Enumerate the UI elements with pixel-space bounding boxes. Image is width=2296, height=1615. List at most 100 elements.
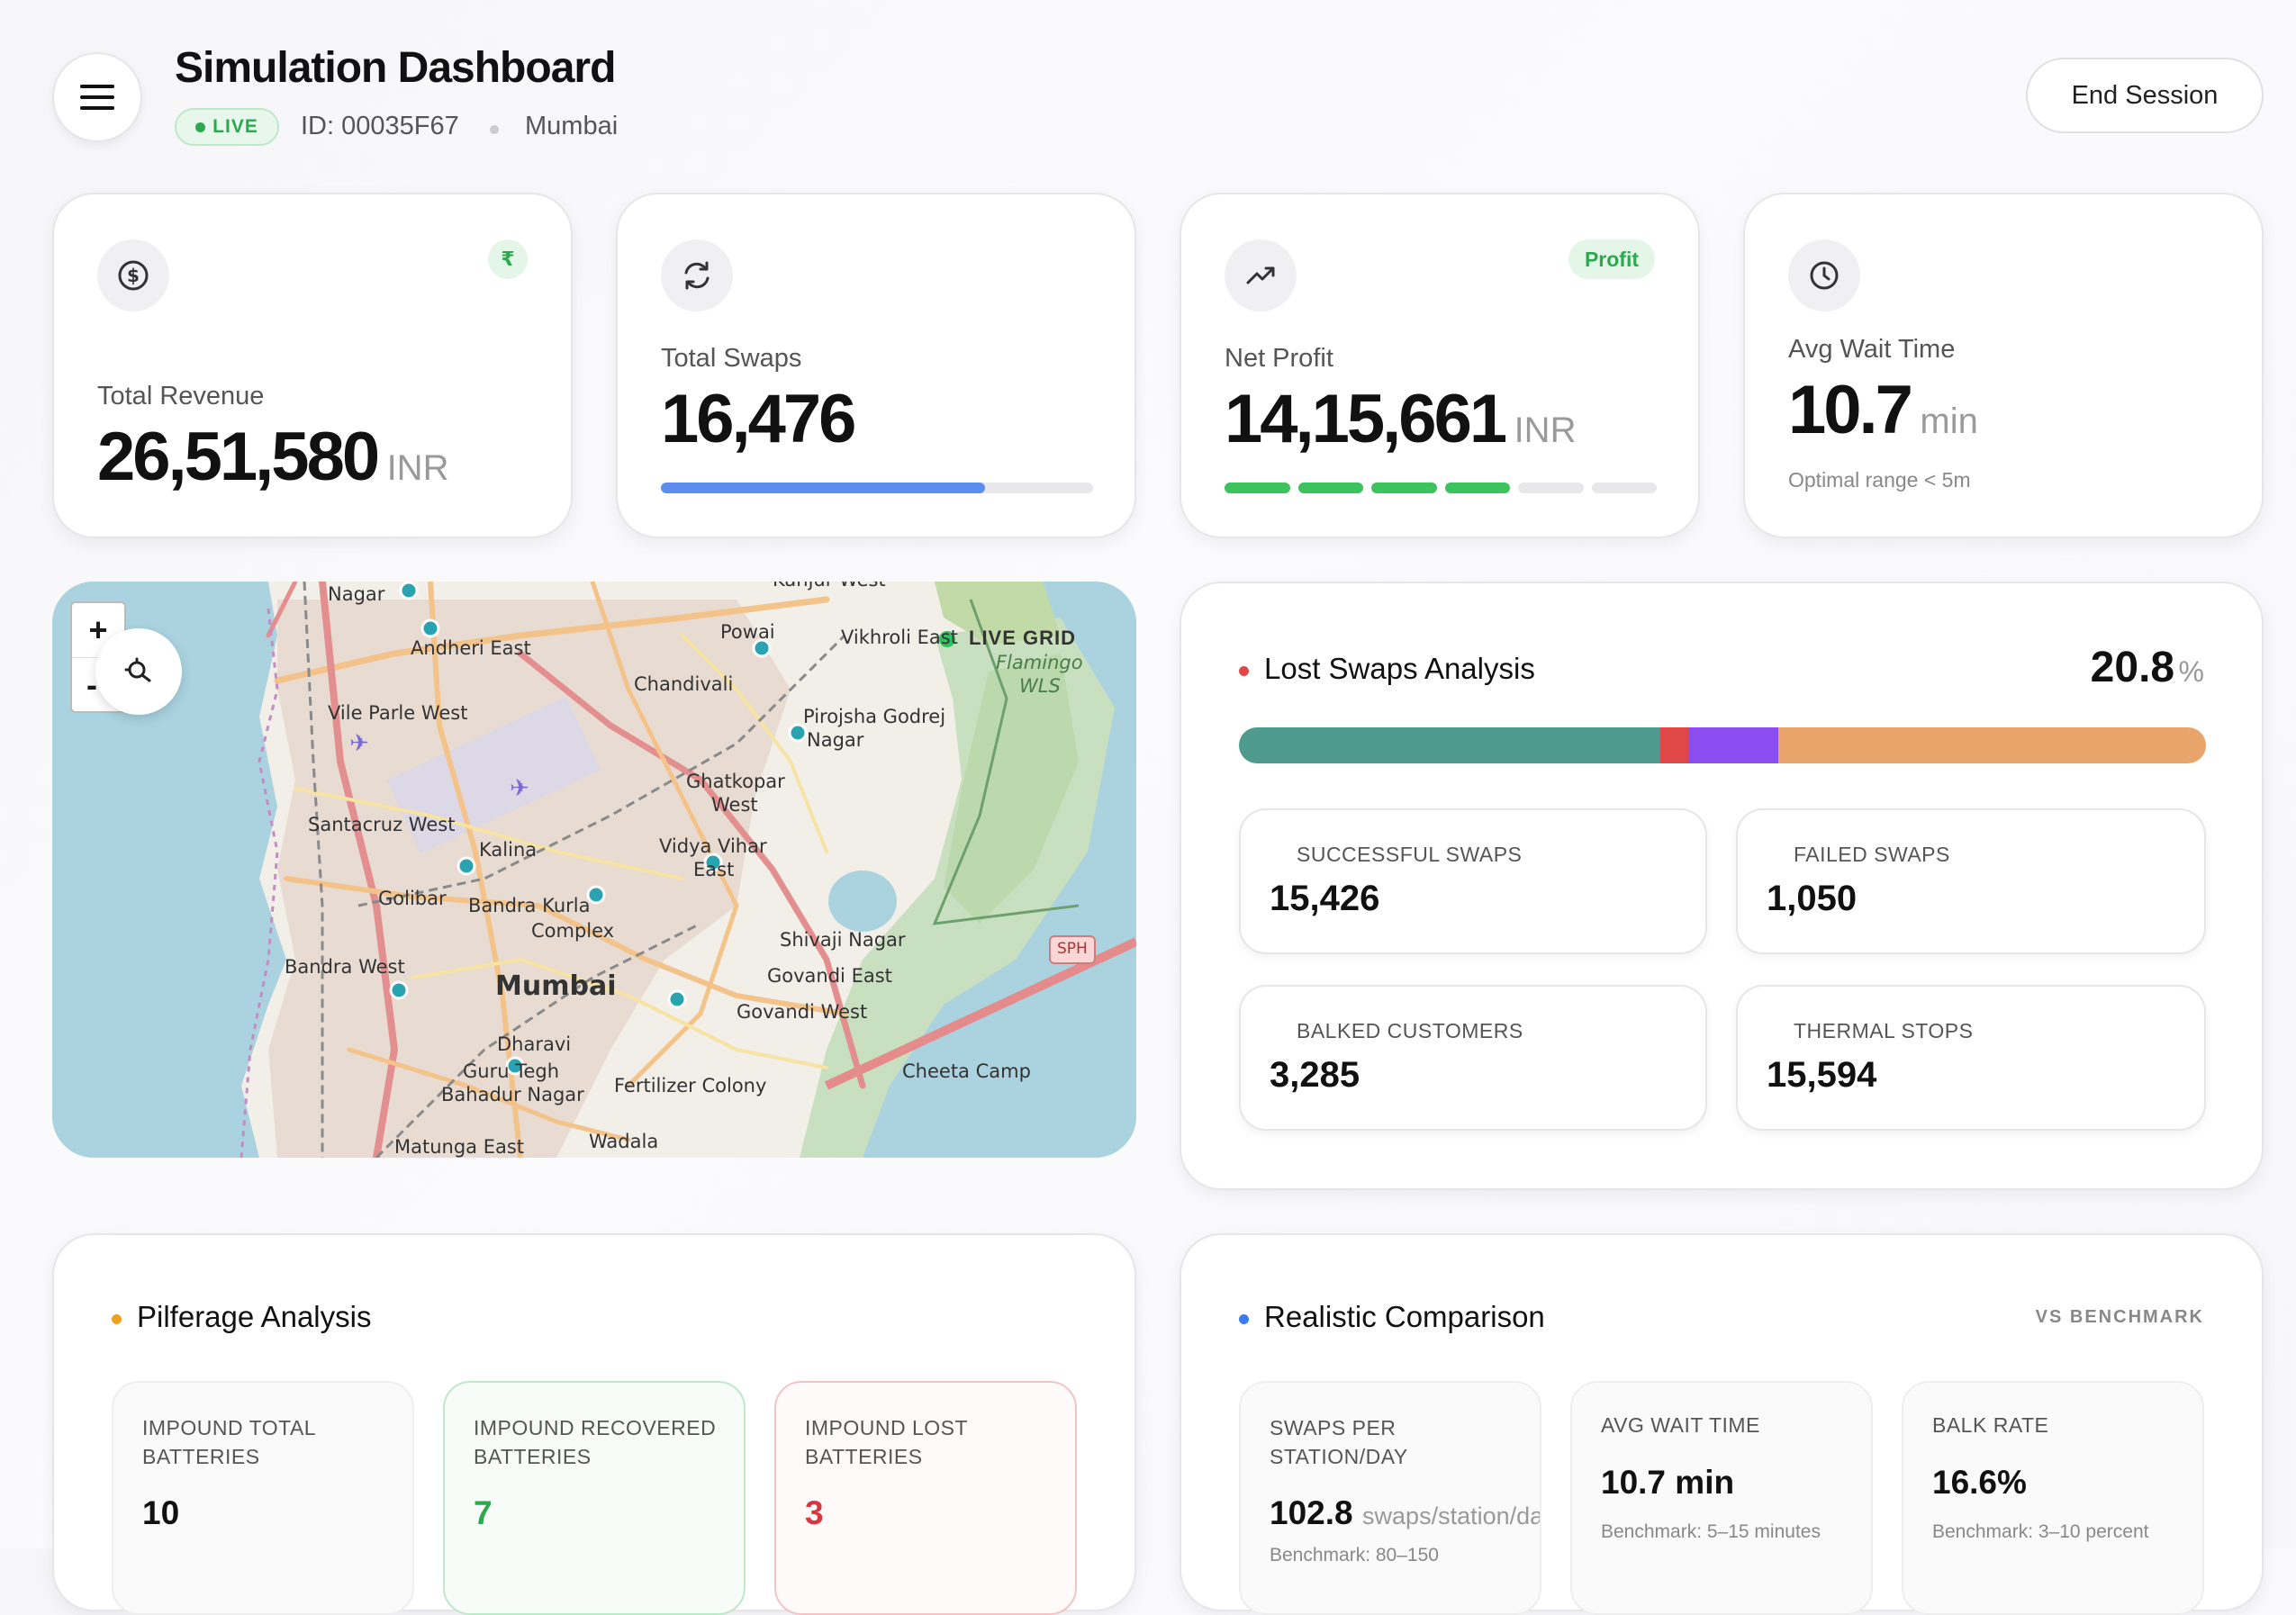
station-marker: [788, 723, 808, 743]
stat-thermal-stops: THERMAL STOPS 15,594: [1736, 985, 2206, 1131]
stat-benchmark: Benchmark: 3–10 percent: [1932, 1521, 2149, 1542]
lost-swaps-percent: 20.8: [2090, 644, 2175, 691]
end-session-button[interactable]: End Session: [2026, 58, 2264, 133]
pilferage-card: Pilferage Analysis IMPOUND TOTAL BATTERI…: [52, 1233, 1136, 1615]
wait-note: Optimal range < 5m: [1788, 468, 1971, 492]
station-marker: [752, 638, 772, 658]
comparison-card: Realistic Comparison VS BENCHMARK SWAPS …: [1180, 1233, 2264, 1615]
benchmark-tag: VS BENCHMARK: [2035, 1307, 2204, 1327]
profit-unit: INR: [1514, 411, 1577, 450]
station-marker: [389, 980, 409, 1000]
station-marker: [420, 618, 440, 638]
live-grid-label: LIVE GRID: [969, 627, 1077, 649]
revenue-card: $ ₹ Total Revenue 26,51,580 INR: [52, 193, 573, 538]
locate-icon: [124, 657, 151, 682]
profit-value-row: 14,15,661 INR: [1225, 380, 1576, 458]
lost-swaps-bar: [1239, 727, 2206, 763]
live-grid-marker: [939, 631, 955, 647]
lost-bar-segment-successful: [1239, 727, 1661, 763]
stat-value: 7: [474, 1494, 493, 1531]
station-marker: [399, 582, 419, 600]
wait-unit: min: [1920, 401, 1978, 441]
stat-label: FAILED SWAPS: [1794, 843, 1950, 866]
revenue-icon-wrap: $: [97, 239, 169, 311]
lost-swaps-percent-unit: %: [2178, 655, 2204, 688]
stat-label: SUCCESSFUL SWAPS: [1297, 843, 1523, 866]
stat-label: BALK RATE: [1932, 1413, 2049, 1437]
stat-value: 10.7 min: [1601, 1464, 1735, 1501]
stat-value: 3: [805, 1494, 824, 1531]
live-dot-icon: [195, 122, 206, 132]
lost-swaps-dot-icon: [1239, 666, 1249, 676]
station-marker: [667, 989, 687, 1009]
comparison-title: Realistic Comparison: [1264, 1300, 1545, 1333]
stat-balked-customers: BALKED CUSTOMERS 3,285: [1239, 985, 1707, 1131]
wait-card: Avg Wait Time 10.7 min Optimal range < 5…: [1743, 193, 2264, 538]
svg-text:$: $: [127, 265, 140, 286]
live-badge: LIVE: [175, 108, 279, 146]
menu-button[interactable]: [52, 52, 142, 142]
clock-icon: [1810, 261, 1839, 290]
stat-value-row: 102.8 swaps/station/day: [1270, 1494, 1541, 1532]
swaps-label: Total Swaps: [661, 344, 802, 373]
stat-benchmark: Benchmark: 5–15 minutes: [1601, 1521, 1821, 1542]
swaps-card: Total Swaps 16,476: [616, 193, 1136, 538]
lost-swaps-title: Lost Swaps Analysis: [1264, 652, 1535, 685]
hamburger-icon: [80, 85, 114, 110]
profit-segment: [1518, 483, 1584, 493]
wait-value: 10.7: [1788, 372, 1913, 448]
station-marker: [505, 1056, 525, 1076]
swaps-icon-wrap: [661, 239, 733, 311]
profit-segment: [1444, 483, 1510, 493]
stat-value: 102.8: [1270, 1494, 1353, 1531]
profit-segment: [1297, 483, 1363, 493]
profit-value: 14,15,661: [1225, 381, 1507, 457]
stat-balk-rate: BALK RATE 16.6% Benchmark: 3–10 percent: [1902, 1381, 2204, 1615]
wait-value-row: 10.7 min: [1788, 371, 1978, 449]
stat-value: 3,285: [1270, 1055, 1360, 1095]
stat-avg-wait: AVG WAIT TIME 10.7 min Benchmark: 5–15 m…: [1570, 1381, 1873, 1615]
session-id: ID: 00035F67: [301, 112, 459, 140]
station-markers: [389, 582, 808, 1076]
lost-bar-segment-balked: [1689, 727, 1779, 763]
stat-value: 15,426: [1270, 879, 1380, 918]
station-marker: [703, 853, 723, 872]
wait-label: Avg Wait Time: [1788, 335, 1956, 364]
profit-card: Profit Net Profit 14,15,661 INR: [1180, 193, 1700, 538]
stat-label: AVG WAIT TIME: [1601, 1413, 1760, 1437]
stat-label: IMPOUND TOTAL BATTERIES: [142, 1416, 316, 1468]
revenue-label: Total Revenue: [97, 382, 265, 411]
revenue-unit: INR: [386, 448, 449, 488]
stat-label: IMPOUND LOST BATTERIES: [805, 1416, 968, 1468]
stat-swaps-per-station: SWAPS PER STATION/DAY 102.8 swaps/statio…: [1239, 1381, 1541, 1615]
wait-icon-wrap: [1788, 239, 1860, 311]
revenue-value-row: 26,51,580 INR: [97, 418, 448, 496]
profit-segment: [1225, 483, 1290, 493]
map-canvas[interactable]: ✈ ✈: [52, 582, 1136, 1158]
stat-impound-lost: IMPOUND LOST BATTERIES 3: [774, 1381, 1077, 1615]
zoom-out-button[interactable]: -: [86, 666, 97, 703]
stat-value: 16.6%: [1932, 1464, 2027, 1501]
stat-label: SWAPS PER STATION/DAY: [1270, 1416, 1408, 1468]
revenue-value: 26,51,580: [97, 419, 380, 495]
swaps-progress-fill: [661, 483, 985, 493]
stat-label: THERMAL STOPS: [1794, 1019, 1974, 1042]
comparison-dot-icon: [1239, 1314, 1249, 1324]
airport-icon: ✈: [510, 775, 529, 802]
station-marker: [586, 885, 606, 905]
locate-button[interactable]: [95, 628, 182, 715]
separator-dot-icon: [490, 125, 499, 134]
stat-value: 1,050: [1767, 879, 1858, 918]
airport-icon: ✈: [349, 730, 369, 757]
refresh-icon: [684, 261, 710, 290]
stat-failed-swaps: FAILED SWAPS 1,050: [1736, 808, 2206, 954]
lost-swaps-card: Lost Swaps Analysis 20.8 % SUCCESSFUL SW…: [1180, 582, 2264, 1190]
profit-label: Net Profit: [1225, 344, 1333, 373]
stat-value: 10: [142, 1494, 180, 1531]
lost-bar-segment-thermal: [1778, 727, 2206, 763]
page-title: Simulation Dashboard: [175, 44, 616, 92]
map-panel[interactable]: ✈ ✈ Nagar Andheri East Powai Vikhroli Ea…: [52, 582, 1136, 1158]
stat-unit: swaps/station/day: [1362, 1502, 1541, 1529]
location-label: Mumbai: [525, 112, 619, 140]
pilferage-title: Pilferage Analysis: [137, 1300, 372, 1333]
